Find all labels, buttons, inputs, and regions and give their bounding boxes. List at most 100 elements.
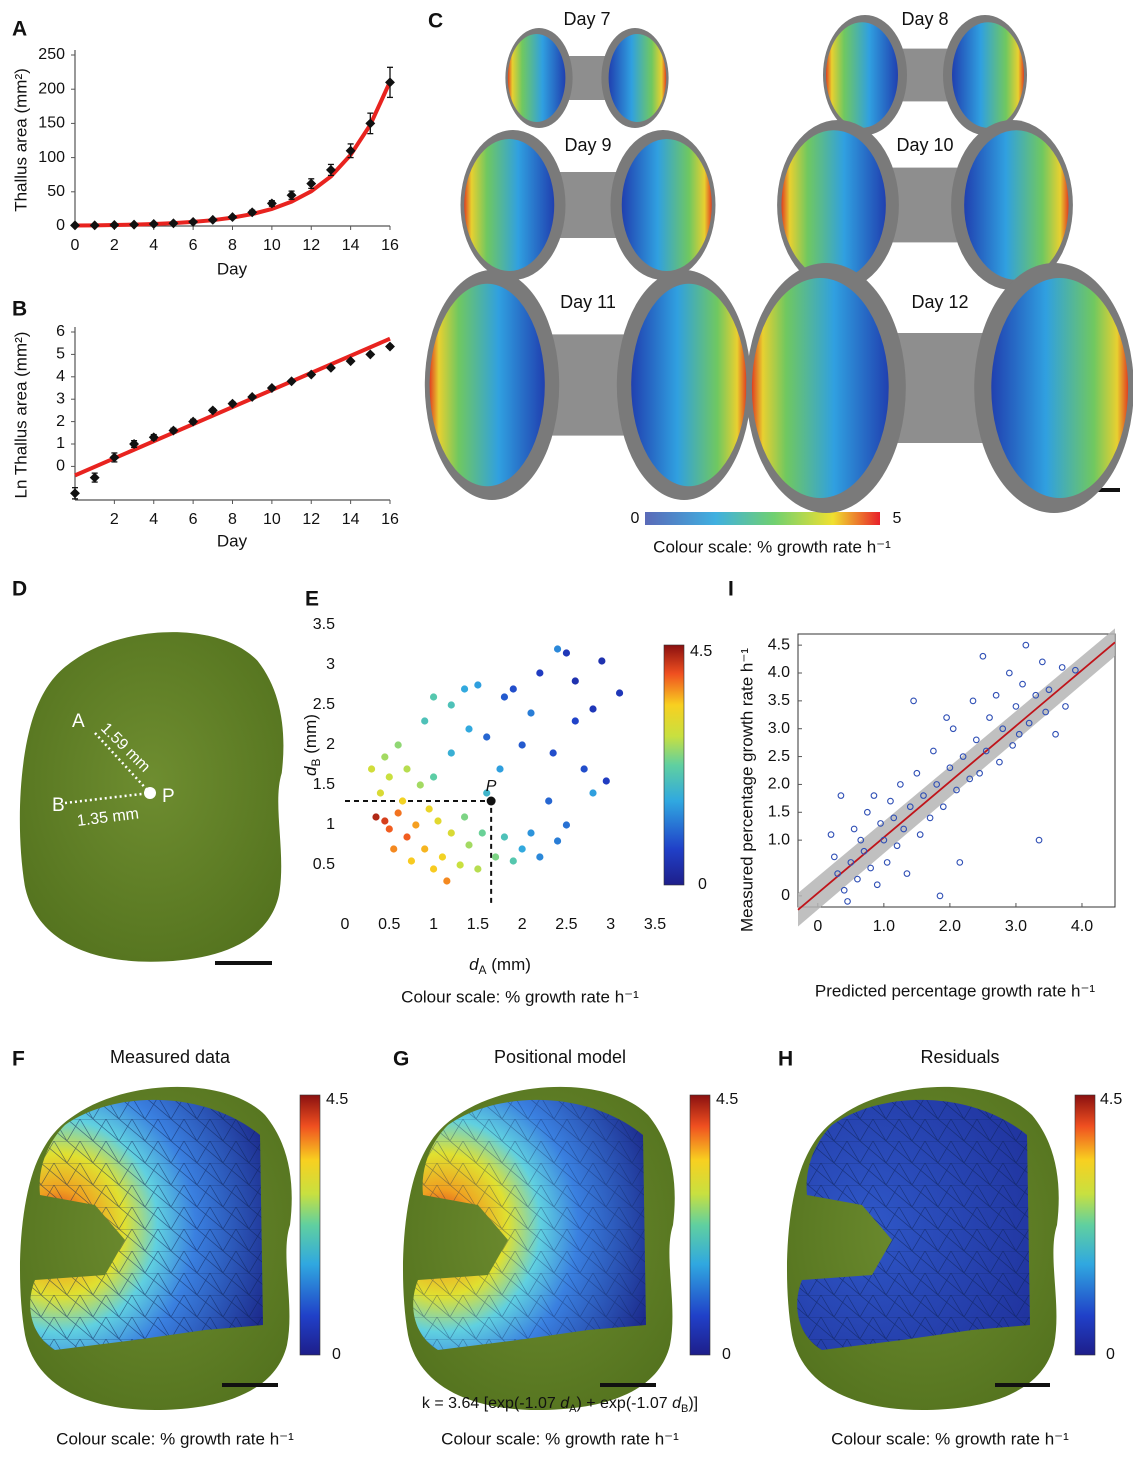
data-point [479, 829, 486, 836]
y-tick-label: 2 [56, 413, 65, 430]
growth-map [952, 22, 1024, 128]
data-point [987, 715, 993, 721]
data-point [970, 698, 976, 704]
colour-scale-min: 0 [631, 510, 640, 527]
x-tick-label: 2.5 [555, 916, 577, 933]
y-tick-label: 3 [326, 656, 335, 673]
confidence-band [798, 628, 1115, 926]
leaf-photo-panel: D A B P 1.59 mm 1.35 mm [12, 578, 283, 963]
data-point [395, 741, 402, 748]
x-tick-label: 1.0 [873, 918, 895, 935]
colour-bar-max: 4.5 [326, 1091, 348, 1108]
data-point [871, 793, 877, 799]
growth-map [631, 284, 746, 486]
data-point [501, 693, 508, 700]
data-point [448, 829, 455, 836]
x-tick-label: 16 [381, 237, 399, 254]
data-point [598, 657, 605, 664]
y-tick-label: 1 [326, 816, 335, 833]
data-point [603, 777, 610, 784]
data-point [865, 809, 871, 815]
data-point [950, 726, 956, 732]
regression-line [798, 642, 1115, 909]
y-tick-label: 3.0 [768, 720, 790, 737]
growth-map [826, 22, 898, 128]
data-point [417, 781, 424, 788]
colour-scale-caption: Colour scale: % growth rate h⁻¹ [441, 1429, 679, 1448]
data-point [957, 860, 963, 866]
data-point [399, 797, 406, 804]
y-tick-label: 4.5 [768, 636, 790, 653]
day-label: Day 10 [896, 135, 953, 155]
colour-bar-max: 4.5 [690, 643, 712, 660]
y-tick-label: 0 [781, 887, 790, 904]
data-point [412, 821, 419, 828]
data-point [408, 857, 415, 864]
data-point [554, 837, 561, 844]
data-point [208, 215, 218, 225]
model-map [403, 1087, 675, 1410]
x-tick-label: 4 [149, 511, 158, 528]
x-tick-label: 1 [429, 916, 438, 933]
growth-map [964, 130, 1068, 280]
data-point [439, 853, 446, 860]
x-tick-label: 8 [228, 237, 237, 254]
data-point [944, 715, 950, 721]
panel-letter: H [778, 1048, 793, 1071]
point-label: P [162, 786, 175, 807]
data-point [1023, 642, 1029, 648]
data-point [855, 876, 861, 882]
panel-title: Positional model [494, 1047, 626, 1067]
growth-map [991, 278, 1128, 498]
growth-map [781, 130, 885, 280]
x-tick-label: 6 [189, 511, 198, 528]
colour-scale-caption: Colour scale: % growth rate h⁻¹ [401, 987, 639, 1006]
y-tick-label: 5 [56, 346, 65, 363]
data-point [188, 217, 198, 227]
model-equation: k = 3.64 [exp(-1.07 dA) + exp(-1.07 dB)] [422, 1395, 698, 1415]
colour-bar-min: 0 [698, 876, 707, 893]
data-point [430, 865, 437, 872]
data-point [483, 733, 490, 740]
point-label: B [52, 795, 65, 816]
y-axis-label: Thallus area (mm²) [11, 68, 30, 212]
data-point [572, 717, 579, 724]
data-point [536, 669, 543, 676]
data-point [1063, 704, 1069, 710]
data-point [868, 865, 874, 871]
data-point [894, 843, 900, 849]
data-point [898, 782, 904, 788]
data-point [474, 681, 481, 688]
data-point [395, 809, 402, 816]
data-point [448, 701, 455, 708]
x-axis-label: dA (mm) [469, 955, 531, 977]
data-point [1059, 665, 1065, 671]
data-point [465, 841, 472, 848]
label-part: A [479, 963, 487, 977]
x-tick-label: 4 [149, 237, 158, 254]
y-tick-label: 4 [56, 368, 65, 385]
data-point [430, 773, 437, 780]
data-point [90, 220, 100, 230]
data-point [386, 825, 393, 832]
data-point [536, 853, 543, 860]
colour-scale-caption: Colour scale: % growth rate h⁻¹ [831, 1429, 1069, 1448]
colour-bar [690, 1095, 710, 1355]
data-point [874, 882, 880, 888]
day-label: Day 9 [564, 135, 611, 155]
day-label: Day 8 [901, 9, 948, 29]
data-point [527, 829, 534, 836]
y-tick-label: 3 [56, 390, 65, 407]
residuals-map [787, 1087, 1059, 1410]
data-point [519, 741, 526, 748]
label-part: (mm) [487, 955, 531, 974]
data-point [426, 805, 433, 812]
data-point [974, 737, 980, 743]
data-point [381, 753, 388, 760]
data-point [168, 218, 178, 228]
data-point [545, 797, 552, 804]
x-tick-label: 1.5 [467, 916, 489, 933]
data-point [572, 677, 579, 684]
panel-title: Residuals [920, 1047, 999, 1067]
data-point [931, 748, 937, 754]
